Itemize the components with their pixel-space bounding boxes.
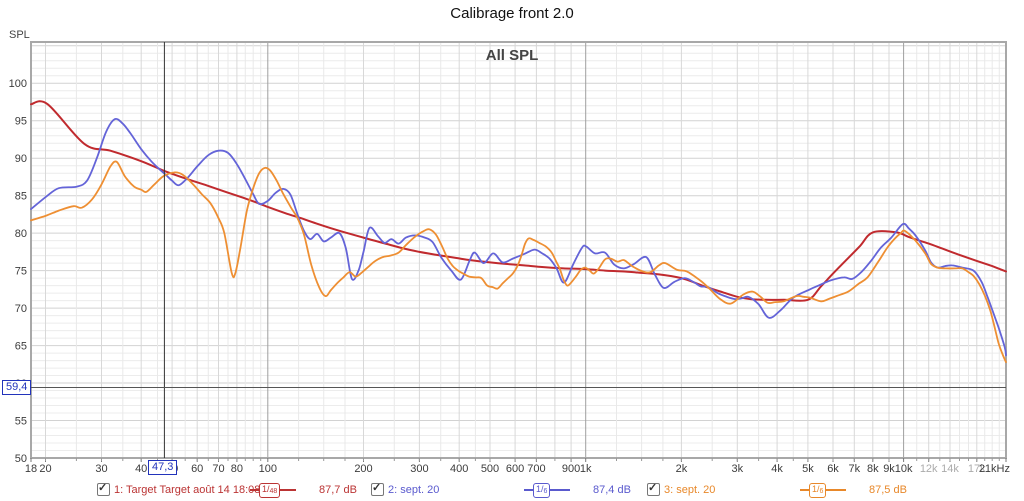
- x-tick-label: 2k: [676, 463, 688, 475]
- x-tick-label: 300: [410, 463, 428, 475]
- legend-trace-level: 87,4 dB: [593, 484, 631, 496]
- trace-3: [30, 160, 1007, 363]
- y-tick-label: 85: [15, 191, 27, 203]
- x-tick-label: 70: [212, 463, 224, 475]
- checkmark-icon: ✓: [98, 482, 108, 494]
- legend-trace-name: 3: sept. 20: [664, 484, 716, 496]
- y-tick-label: 75: [15, 266, 27, 278]
- chart-title: All SPL: [486, 47, 539, 64]
- x-tick-label: 700: [527, 463, 545, 475]
- x-tick-label: 100: [259, 463, 277, 475]
- x-tick-label: 9k: [883, 463, 895, 475]
- trace-2: [30, 117, 1007, 357]
- x-tick-label: 60: [191, 463, 203, 475]
- x-tick-label: 10k: [895, 463, 913, 475]
- legend-checkbox-measurement-3[interactable]: ✓: [647, 482, 660, 496]
- smoothing-denominator: 48: [269, 488, 278, 495]
- y-tick-label: 65: [15, 341, 27, 353]
- y-axis-title: SPL: [9, 29, 30, 41]
- smoothing-numerator: 1/: [536, 484, 544, 494]
- x-tick-label: 200: [354, 463, 372, 475]
- cursor-spl-readout: 59,4: [2, 380, 32, 395]
- x-tick-label: 5k: [802, 463, 814, 475]
- x-tick-label: 900: [562, 463, 580, 475]
- y-tick-label: 95: [15, 116, 27, 128]
- x-tick-label: 80: [231, 463, 243, 475]
- legend-entry-target: ✓ 1: Target Target août 14 18:08 1/48 87…: [97, 480, 377, 501]
- legend-checkbox-measurement-2[interactable]: ✓: [371, 482, 384, 496]
- x-tick-label: 18: [25, 463, 37, 475]
- page-title: Calibrage front 2.0: [450, 5, 574, 22]
- legend-trace-level: 87,5 dB: [869, 484, 907, 496]
- x-tick-label: 17k: [968, 463, 986, 475]
- legend-trace-line: 1/6: [524, 483, 570, 498]
- checkmark-icon: ✓: [372, 482, 382, 494]
- y-tick-label: 100: [9, 78, 27, 90]
- cursor-frequency-readout: 47,3: [148, 460, 178, 475]
- x-tick-label: 3k: [731, 463, 743, 475]
- y-tick-label: 50: [15, 453, 27, 465]
- x-tick-label: 7k: [848, 463, 860, 475]
- x-tick-label: 40: [135, 463, 147, 475]
- x-tick-label: 21kHz: [979, 463, 1010, 475]
- legend-bar: ✓ 1: Target Target août 14 18:08 1/48 87…: [0, 480, 1024, 501]
- smoothing-badge: 1/6: [809, 483, 827, 498]
- x-tick-label: 600: [506, 463, 524, 475]
- smoothing-denominator: 6: [543, 488, 548, 495]
- x-tick-label: 6k: [827, 463, 839, 475]
- x-tick-label: 20: [39, 463, 51, 475]
- y-tick-label: 90: [15, 153, 27, 165]
- x-tick-label: 14k: [941, 463, 959, 475]
- legend-entry-measurement-3: ✓ 3: sept. 20 1/6 87,5 dB: [647, 480, 927, 501]
- legend-trace-line: 1/48: [250, 483, 296, 498]
- plot-border: [30, 41, 1007, 459]
- x-tick-label: 1k: [580, 463, 592, 475]
- legend-trace-name: 1: Target Target août 14 18:08: [114, 484, 261, 496]
- smoothing-denominator: 6: [819, 488, 824, 495]
- legend-trace-level: 87,7 dB: [319, 484, 357, 496]
- x-tick-label: 4k: [771, 463, 783, 475]
- x-tick-label: 500: [481, 463, 499, 475]
- y-tick-label: 70: [15, 303, 27, 315]
- y-tick-label: 55: [15, 416, 27, 428]
- x-tick-label: 8k: [867, 463, 879, 475]
- y-tick-label: 80: [15, 228, 27, 240]
- smoothing-numerator: 1/: [812, 484, 820, 494]
- x-tick-label: 30: [95, 463, 107, 475]
- x-tick-label: 400: [450, 463, 468, 475]
- smoothing-numerator: 1/: [262, 484, 270, 494]
- checkmark-icon: ✓: [648, 482, 658, 494]
- legend-trace-line: 1/6: [800, 483, 846, 498]
- legend-entry-measurement-2: ✓ 2: sept. 20 1/6 87,4 dB: [371, 480, 651, 501]
- smoothing-badge: 1/48: [259, 483, 281, 498]
- legend-checkbox-target[interactable]: ✓: [97, 482, 110, 496]
- plot-background[interactable]: [31, 42, 1006, 458]
- legend-trace-name: 2: sept. 20: [388, 484, 440, 496]
- smoothing-badge: 1/6: [533, 483, 551, 498]
- x-tick-label: 12k: [920, 463, 938, 475]
